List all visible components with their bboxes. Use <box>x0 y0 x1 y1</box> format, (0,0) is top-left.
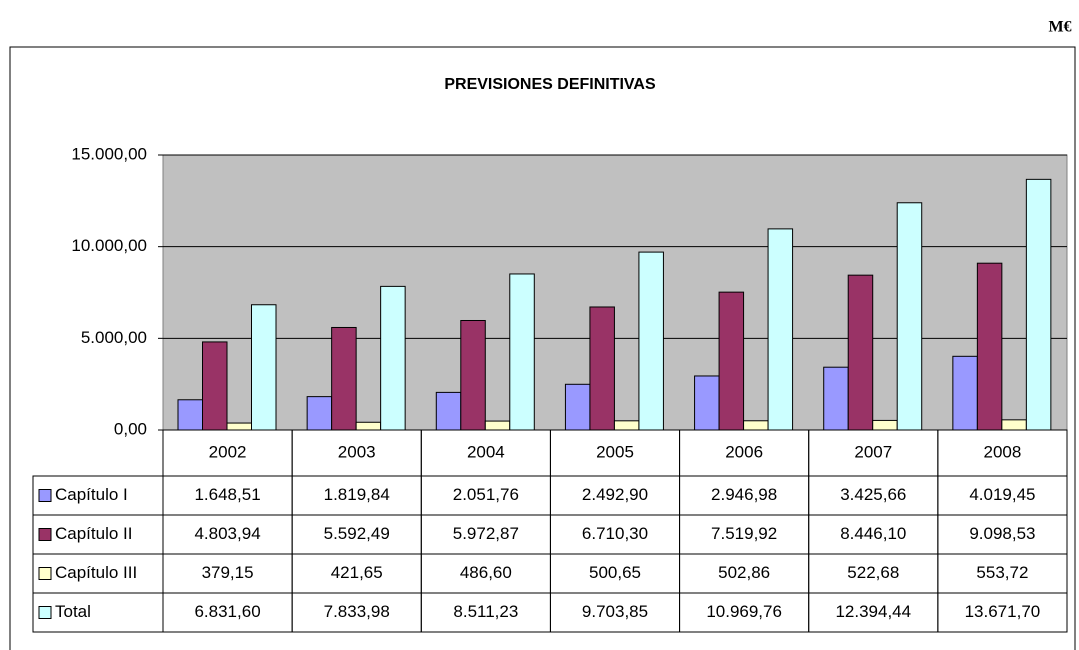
bar <box>306 396 333 431</box>
table-value: 6.831,60 <box>194 602 260 621</box>
table-value: 2.492,90 <box>582 485 648 504</box>
table-cell <box>937 592 1068 633</box>
chart-title: PREVISIONES DEFINITIVAS <box>444 76 656 93</box>
bar <box>767 228 794 431</box>
table-value: 9.703,85 <box>582 602 648 621</box>
table-value: 6.710,30 <box>582 524 648 543</box>
table-value: 3.425,66 <box>840 485 906 504</box>
x-tick-label: 2008 <box>984 442 1022 461</box>
bar <box>872 419 898 431</box>
x-tick-label: 2005 <box>596 442 634 461</box>
legend-swatch <box>38 567 52 580</box>
table-value: 4.019,45 <box>969 485 1035 504</box>
table-value: 421,65 <box>331 563 383 582</box>
table-value: 379,15 <box>202 563 254 582</box>
table-value: 4.803,94 <box>194 524 260 543</box>
bar <box>589 306 615 431</box>
table-value: 1.819,84 <box>324 485 390 504</box>
table-value: 10.969,76 <box>706 602 782 621</box>
table-value: 2.051,76 <box>453 485 519 504</box>
bar <box>460 319 486 431</box>
bar <box>638 251 664 431</box>
table-value: 8.446,10 <box>840 524 906 543</box>
x-tick-label: 2003 <box>338 442 376 461</box>
chart-frame <box>9 46 1076 650</box>
legend-swatch <box>38 528 52 541</box>
y-tick-label: 5.000,00 <box>81 328 147 347</box>
bar <box>743 420 769 431</box>
bar <box>952 355 978 431</box>
bar <box>380 285 406 431</box>
bar <box>1025 178 1052 431</box>
bar <box>331 326 357 431</box>
table-value: 502,86 <box>718 563 770 582</box>
table-value: 7.833,98 <box>324 602 390 621</box>
table-cell <box>32 592 164 633</box>
bar <box>823 366 849 431</box>
table-value: 1.648,51 <box>194 485 260 504</box>
table-value: 500,65 <box>589 563 641 582</box>
table-value: 12.394,44 <box>835 602 911 621</box>
x-tick-label: 2002 <box>209 442 247 461</box>
legend-swatch <box>38 489 52 502</box>
bar <box>226 422 252 431</box>
bar <box>718 291 745 431</box>
bar <box>509 273 535 431</box>
bar <box>847 274 874 431</box>
bar <box>1001 419 1027 431</box>
legend-label: Capítulo II <box>55 524 133 543</box>
legend-label: Capítulo III <box>55 563 137 582</box>
table-value: 486,60 <box>460 563 512 582</box>
bar <box>435 391 462 431</box>
bar <box>202 341 228 431</box>
legend-label: Total <box>55 602 91 621</box>
unit-label: M€ <box>1048 19 1071 36</box>
bar <box>355 421 382 431</box>
table-value: 7.519,92 <box>711 524 777 543</box>
plot-area <box>162 154 1068 431</box>
table-value: 8.511,23 <box>453 602 518 621</box>
table-value: 553,72 <box>976 563 1028 582</box>
bar <box>251 304 277 431</box>
table-value: 13.671,70 <box>965 602 1041 621</box>
x-tick-label: 2004 <box>467 442 505 461</box>
legend-swatch <box>38 606 52 619</box>
bar <box>694 375 720 431</box>
y-tick-label: 15.000,00 <box>71 144 147 163</box>
y-tick-label: 10.000,00 <box>71 236 147 255</box>
bar <box>484 420 511 431</box>
x-tick-label: 2006 <box>725 442 763 461</box>
table-value: 5.592,49 <box>324 524 390 543</box>
table-value: 9.098,53 <box>969 524 1035 543</box>
bar <box>976 262 1003 431</box>
x-tick-label: 2007 <box>854 442 892 461</box>
bar <box>613 420 640 431</box>
bar <box>896 202 923 431</box>
y-tick-label: 0,00 <box>114 419 147 438</box>
table-value: 5.972,87 <box>453 524 519 543</box>
table-value: 522,68 <box>847 563 899 582</box>
bar <box>177 399 203 431</box>
table-value: 2.946,98 <box>711 485 777 504</box>
legend-label: Capítulo I <box>55 485 128 504</box>
bar <box>564 383 591 431</box>
